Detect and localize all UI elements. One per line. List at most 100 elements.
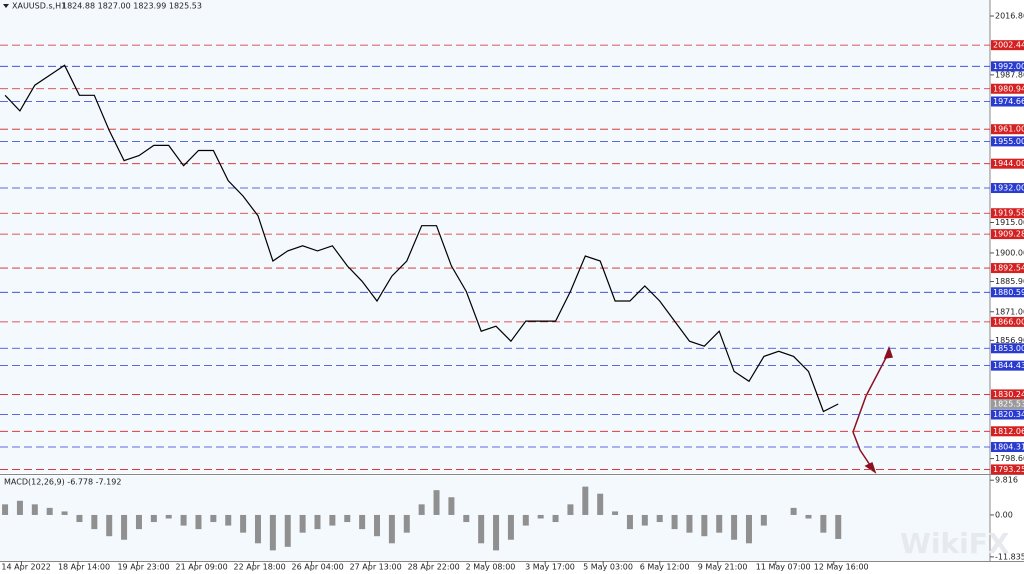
macd-bar <box>626 514 633 530</box>
y-tick-label: 1871.00 <box>995 307 1024 316</box>
level-tag <box>991 360 1024 371</box>
y-tick-label: 9.816 <box>995 476 1018 485</box>
y-tick-label: 0.00 <box>995 510 1013 519</box>
level-label: 1820.34 <box>993 410 1024 419</box>
macd-title: MACD(12,26,9) -6.778 -7.192 <box>4 478 121 487</box>
macd-bar <box>656 514 663 523</box>
x-tick-label: 18 Apr 14:00 <box>58 563 110 572</box>
level-tag <box>991 343 1024 354</box>
macd-bar <box>284 514 291 547</box>
macd-bar <box>135 514 142 530</box>
y-tick-label: -11.835 <box>995 552 1024 561</box>
main-panel <box>0 0 990 473</box>
x-tick-label: 6 May 12:00 <box>640 563 690 572</box>
watermark: WikiFX <box>900 527 1010 560</box>
level-tag <box>991 409 1024 420</box>
y-tick-label: 1798.60 <box>995 454 1024 463</box>
x-tick-label: 26 Apr 04:00 <box>292 563 344 572</box>
level-tag <box>991 124 1024 135</box>
macd-bar <box>835 514 842 539</box>
level-tag <box>991 287 1024 298</box>
x-tick-label: 21 Apr 09:00 <box>176 563 228 572</box>
macd-bar <box>76 514 83 523</box>
macd-bar <box>374 514 381 537</box>
y-tick-label: 1915.00 <box>995 218 1024 227</box>
macd-bar <box>418 504 425 515</box>
level-label: 1812.06 <box>993 427 1024 436</box>
macd-bar <box>195 514 202 530</box>
macd-bar <box>641 514 648 526</box>
macd-bar <box>671 514 678 530</box>
x-tick-label: 14 Apr 2022 <box>1 563 50 572</box>
y-tick-label: 1900.00 <box>995 248 1024 257</box>
level-label: 1919.58 <box>993 209 1024 218</box>
macd-bar <box>225 514 232 526</box>
macd-bar <box>597 493 604 515</box>
macd-bar <box>507 514 514 540</box>
level-label: 1955.00 <box>993 137 1024 146</box>
macd-bar <box>760 514 767 526</box>
price-line <box>4 64 839 413</box>
macd-bar <box>582 486 589 515</box>
level-label: 1844.43 <box>993 361 1024 370</box>
level-tag <box>991 316 1024 327</box>
level-tag <box>991 158 1024 169</box>
macd-bar <box>16 500 23 515</box>
x-tick-label: 28 Apr 22:00 <box>408 563 460 572</box>
macd-bar <box>254 514 261 544</box>
macd-bar <box>701 514 708 537</box>
macd-bar <box>165 514 172 519</box>
level-tag <box>991 208 1024 219</box>
level-tag <box>991 183 1024 194</box>
macd-bar <box>820 514 827 533</box>
x-tick-label: 5 May 03:00 <box>583 563 633 572</box>
level-tag <box>991 40 1024 51</box>
macd-bar <box>552 514 559 523</box>
macd-bar <box>299 514 306 533</box>
macd-bar <box>359 514 366 530</box>
level-label: 2002.44 <box>993 41 1024 50</box>
x-tick-label: 12 May 16:00 <box>814 563 869 572</box>
level-label: 1880.59 <box>993 288 1024 297</box>
level-label: 1980.94 <box>993 84 1024 93</box>
level-tag <box>991 389 1024 400</box>
price-tag <box>991 398 1024 409</box>
macd-bar <box>478 514 485 544</box>
macd-bar <box>2 504 9 515</box>
macd-bar <box>745 514 752 544</box>
macd-bar <box>448 497 455 515</box>
level-tag <box>991 83 1024 94</box>
x-tick-label: 22 Apr 18:00 <box>234 563 286 572</box>
menu-icon <box>3 4 9 8</box>
macd-bar <box>612 511 619 515</box>
level-label: 1853.00 <box>993 344 1024 353</box>
macd-bar <box>388 514 395 544</box>
x-tick-label: 9 May 21:00 <box>698 563 748 572</box>
price-label: 1825.53 <box>993 399 1024 408</box>
level-label: 1830.24 <box>993 390 1024 399</box>
level-tag <box>991 263 1024 274</box>
level-label: 1866.00 <box>993 317 1024 326</box>
level-label: 1909.28 <box>993 230 1024 239</box>
macd-bar <box>522 514 529 526</box>
macd-bar <box>329 514 336 526</box>
x-tick-label: 19 Apr 23:00 <box>117 563 169 572</box>
ohlc: 1824.88 1827.00 1823.99 1825.53 <box>62 2 202 11</box>
y-tick-label: 1987.80 <box>995 70 1024 79</box>
level-label: 1992.00 <box>993 62 1024 71</box>
macd-bar <box>790 507 797 515</box>
y-tick-label: 1885.90 <box>995 277 1024 286</box>
macd-bar <box>567 504 574 515</box>
level-label: 1974.66 <box>993 97 1024 106</box>
macd-bar <box>493 514 500 551</box>
level-tag <box>991 61 1024 72</box>
level-label: 1961.00 <box>993 125 1024 134</box>
macd-bar <box>344 514 351 523</box>
level-label: 1892.54 <box>993 264 1024 273</box>
level-tag <box>991 442 1024 453</box>
level-label: 1804.31 <box>993 443 1024 452</box>
macd-bar <box>121 514 128 540</box>
x-tick-label: 3 May 17:00 <box>525 563 575 572</box>
level-label: 1944.00 <box>993 159 1024 168</box>
